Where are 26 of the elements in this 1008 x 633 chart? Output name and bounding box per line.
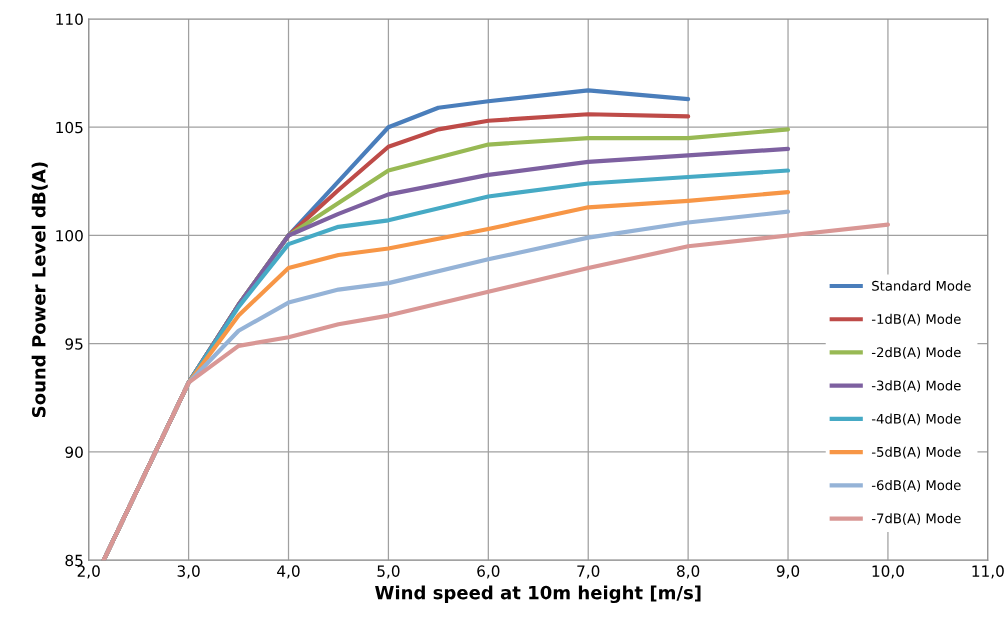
x-tick-label: 4,0 [277, 565, 300, 579]
legend-label: -7dB(A) Mode [871, 513, 961, 525]
x-tick-label: 2,0 [77, 565, 100, 579]
legend-label: -2dB(A) Mode [871, 347, 961, 359]
x-tick-label: 11,0 [972, 565, 1004, 579]
x-tick-label: 7,0 [577, 565, 600, 579]
legend-label: -3dB(A) Mode [871, 380, 961, 393]
y-tick-label: 100 [56, 229, 83, 242]
x-tick-label: 10,0 [872, 565, 904, 579]
legend-label: -6dB(A) Mode [871, 479, 961, 492]
x-tick-label: 6,0 [477, 565, 500, 579]
x-tick-label: 5,0 [377, 565, 400, 579]
y-tick-label: 110 [56, 13, 83, 26]
y-tick-label: 95 [65, 338, 83, 350]
legend-label: Standard Mode [872, 280, 971, 291]
legend-label: -1dB(A) Mode [871, 313, 961, 326]
x-tick-label: 9,0 [776, 565, 800, 579]
legend-label: -4dB(A) Mode [871, 413, 961, 426]
x-axis-title: Wind speed at 10m height [m/s] [375, 585, 701, 604]
y-tick-label: 105 [56, 121, 83, 134]
x-tick-label: 3,0 [177, 565, 200, 579]
y-axis-title: Sound Power Level dB(A) [31, 162, 48, 418]
x-tick-label: 8,0 [677, 565, 700, 579]
legend-label: -5dB(A) Mode [871, 446, 961, 459]
y-tick-label: 85 [65, 554, 83, 567]
y-tick-label: 90 [65, 446, 83, 458]
